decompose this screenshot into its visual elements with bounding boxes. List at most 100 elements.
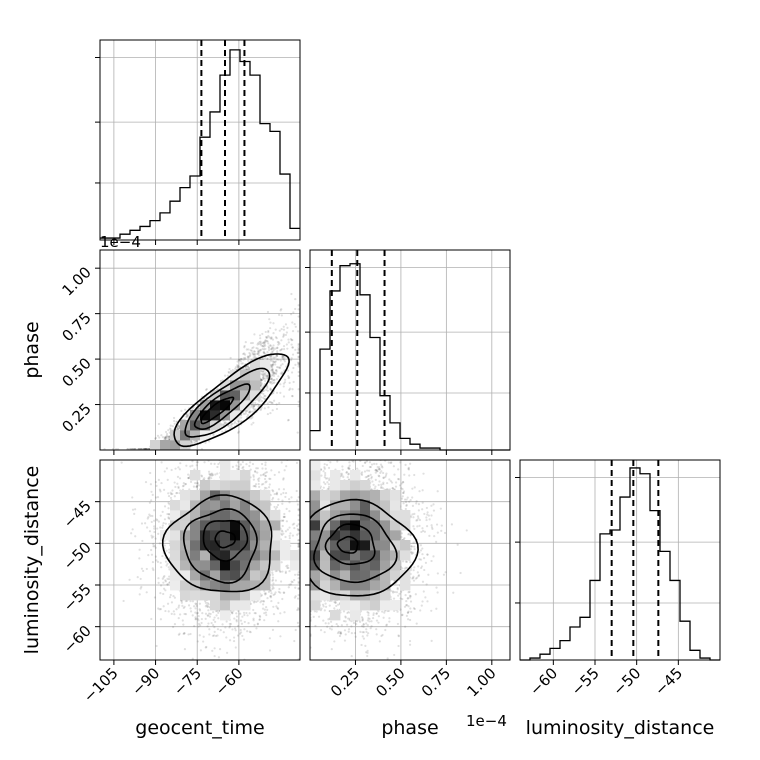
sample-point: [239, 358, 242, 361]
sample-point: [129, 447, 133, 450]
sample-point: [291, 353, 295, 356]
sample-point: [266, 357, 269, 360]
sample-point: [291, 346, 294, 349]
sample-point: [259, 378, 263, 381]
sample-point: [280, 371, 284, 374]
sample-point: [245, 348, 248, 351]
sample-point: [290, 357, 293, 360]
sample-point: [279, 635, 282, 638]
sample-point: [265, 336, 268, 339]
sample-point: [103, 447, 106, 450]
sample-point: [269, 388, 272, 391]
sample-point: [269, 344, 272, 347]
sample-point: [227, 370, 230, 374]
sample-point: [297, 388, 300, 391]
sample-point: [269, 411, 272, 415]
sample-point: [147, 447, 150, 450]
sample-point: [272, 344, 275, 347]
sample-point: [249, 410, 252, 413]
sample-point: [236, 364, 239, 367]
sample-point: [270, 336, 273, 339]
sample-point: [268, 336, 271, 339]
sample-point: [169, 428, 172, 431]
sample-point: [262, 377, 265, 380]
sample-point: [147, 447, 150, 450]
sample-point: [280, 461, 283, 464]
sample-point: [288, 381, 291, 384]
sample-point: [294, 348, 297, 351]
sample-point: [278, 329, 281, 332]
sample-point: [239, 360, 243, 363]
sample-point: [297, 356, 300, 359]
sample-point: [252, 421, 255, 424]
sample-point: [235, 422, 238, 425]
sample-point: [270, 369, 273, 372]
sample-point: [252, 406, 255, 409]
sample-point: [290, 343, 293, 346]
sample-point: [270, 401, 273, 404]
sample-point: [265, 471, 268, 474]
y-tick-label: 0.25: [58, 400, 94, 436]
sample-point: [260, 483, 264, 486]
sample-point: [193, 440, 196, 443]
sample-point: [275, 369, 278, 372]
sample-point: [237, 431, 240, 434]
sample-point: [279, 372, 282, 375]
sample-point: [266, 386, 269, 389]
sample-point: [252, 405, 255, 408]
sample-point: [163, 436, 167, 439]
sample-point: [243, 353, 247, 356]
sample-point: [290, 313, 293, 316]
sample-point: [297, 400, 300, 403]
sample-point: [138, 447, 141, 450]
sample-point: [263, 394, 266, 398]
sample-point: [234, 420, 237, 424]
sample-point: [138, 447, 141, 450]
sample-point: [168, 435, 171, 438]
sample-point: [156, 519, 159, 522]
sample-point: [257, 350, 260, 354]
sample-point: [160, 434, 163, 437]
sample-point: [272, 363, 275, 367]
sample-point: [252, 619, 255, 622]
sample-point: [272, 371, 276, 374]
sample-point: [177, 427, 180, 430]
sample-point: [141, 539, 144, 543]
sample-point: [294, 573, 297, 576]
density-cell: [200, 420, 211, 431]
sample-point: [222, 447, 224, 449]
sample-point: [242, 357, 245, 360]
sample-point: [297, 545, 300, 548]
sample-point: [183, 612, 186, 616]
sample-point: [282, 334, 285, 337]
sample-point: [288, 534, 291, 537]
sample-point: [281, 355, 284, 359]
sample-point: [229, 356, 232, 360]
sample-point: [169, 424, 172, 427]
sample-point: [264, 339, 267, 342]
sample-point: [116, 447, 120, 450]
sample-point: [279, 570, 282, 574]
sample-point: [240, 357, 243, 361]
sample-point: [236, 360, 239, 363]
sample-point: [262, 369, 265, 373]
sample-point: [275, 372, 278, 376]
sample-point: [280, 308, 283, 311]
sample-point: [186, 415, 189, 418]
sample-point: [262, 357, 265, 360]
sample-point: [272, 391, 275, 395]
sample-point: [234, 367, 237, 370]
sample-point: [277, 343, 280, 346]
sample-point: [236, 365, 240, 369]
sample-point: [252, 352, 255, 356]
sample-point: [183, 418, 187, 421]
sample-point: [137, 447, 140, 450]
sample-point: [273, 372, 276, 375]
sample-point: [266, 374, 269, 378]
sample-point: [256, 343, 259, 346]
density-cell: [240, 380, 251, 391]
sample-point: [260, 400, 264, 403]
sample-point: [233, 422, 236, 425]
sample-point: [259, 348, 262, 352]
sample-point: [264, 330, 267, 334]
